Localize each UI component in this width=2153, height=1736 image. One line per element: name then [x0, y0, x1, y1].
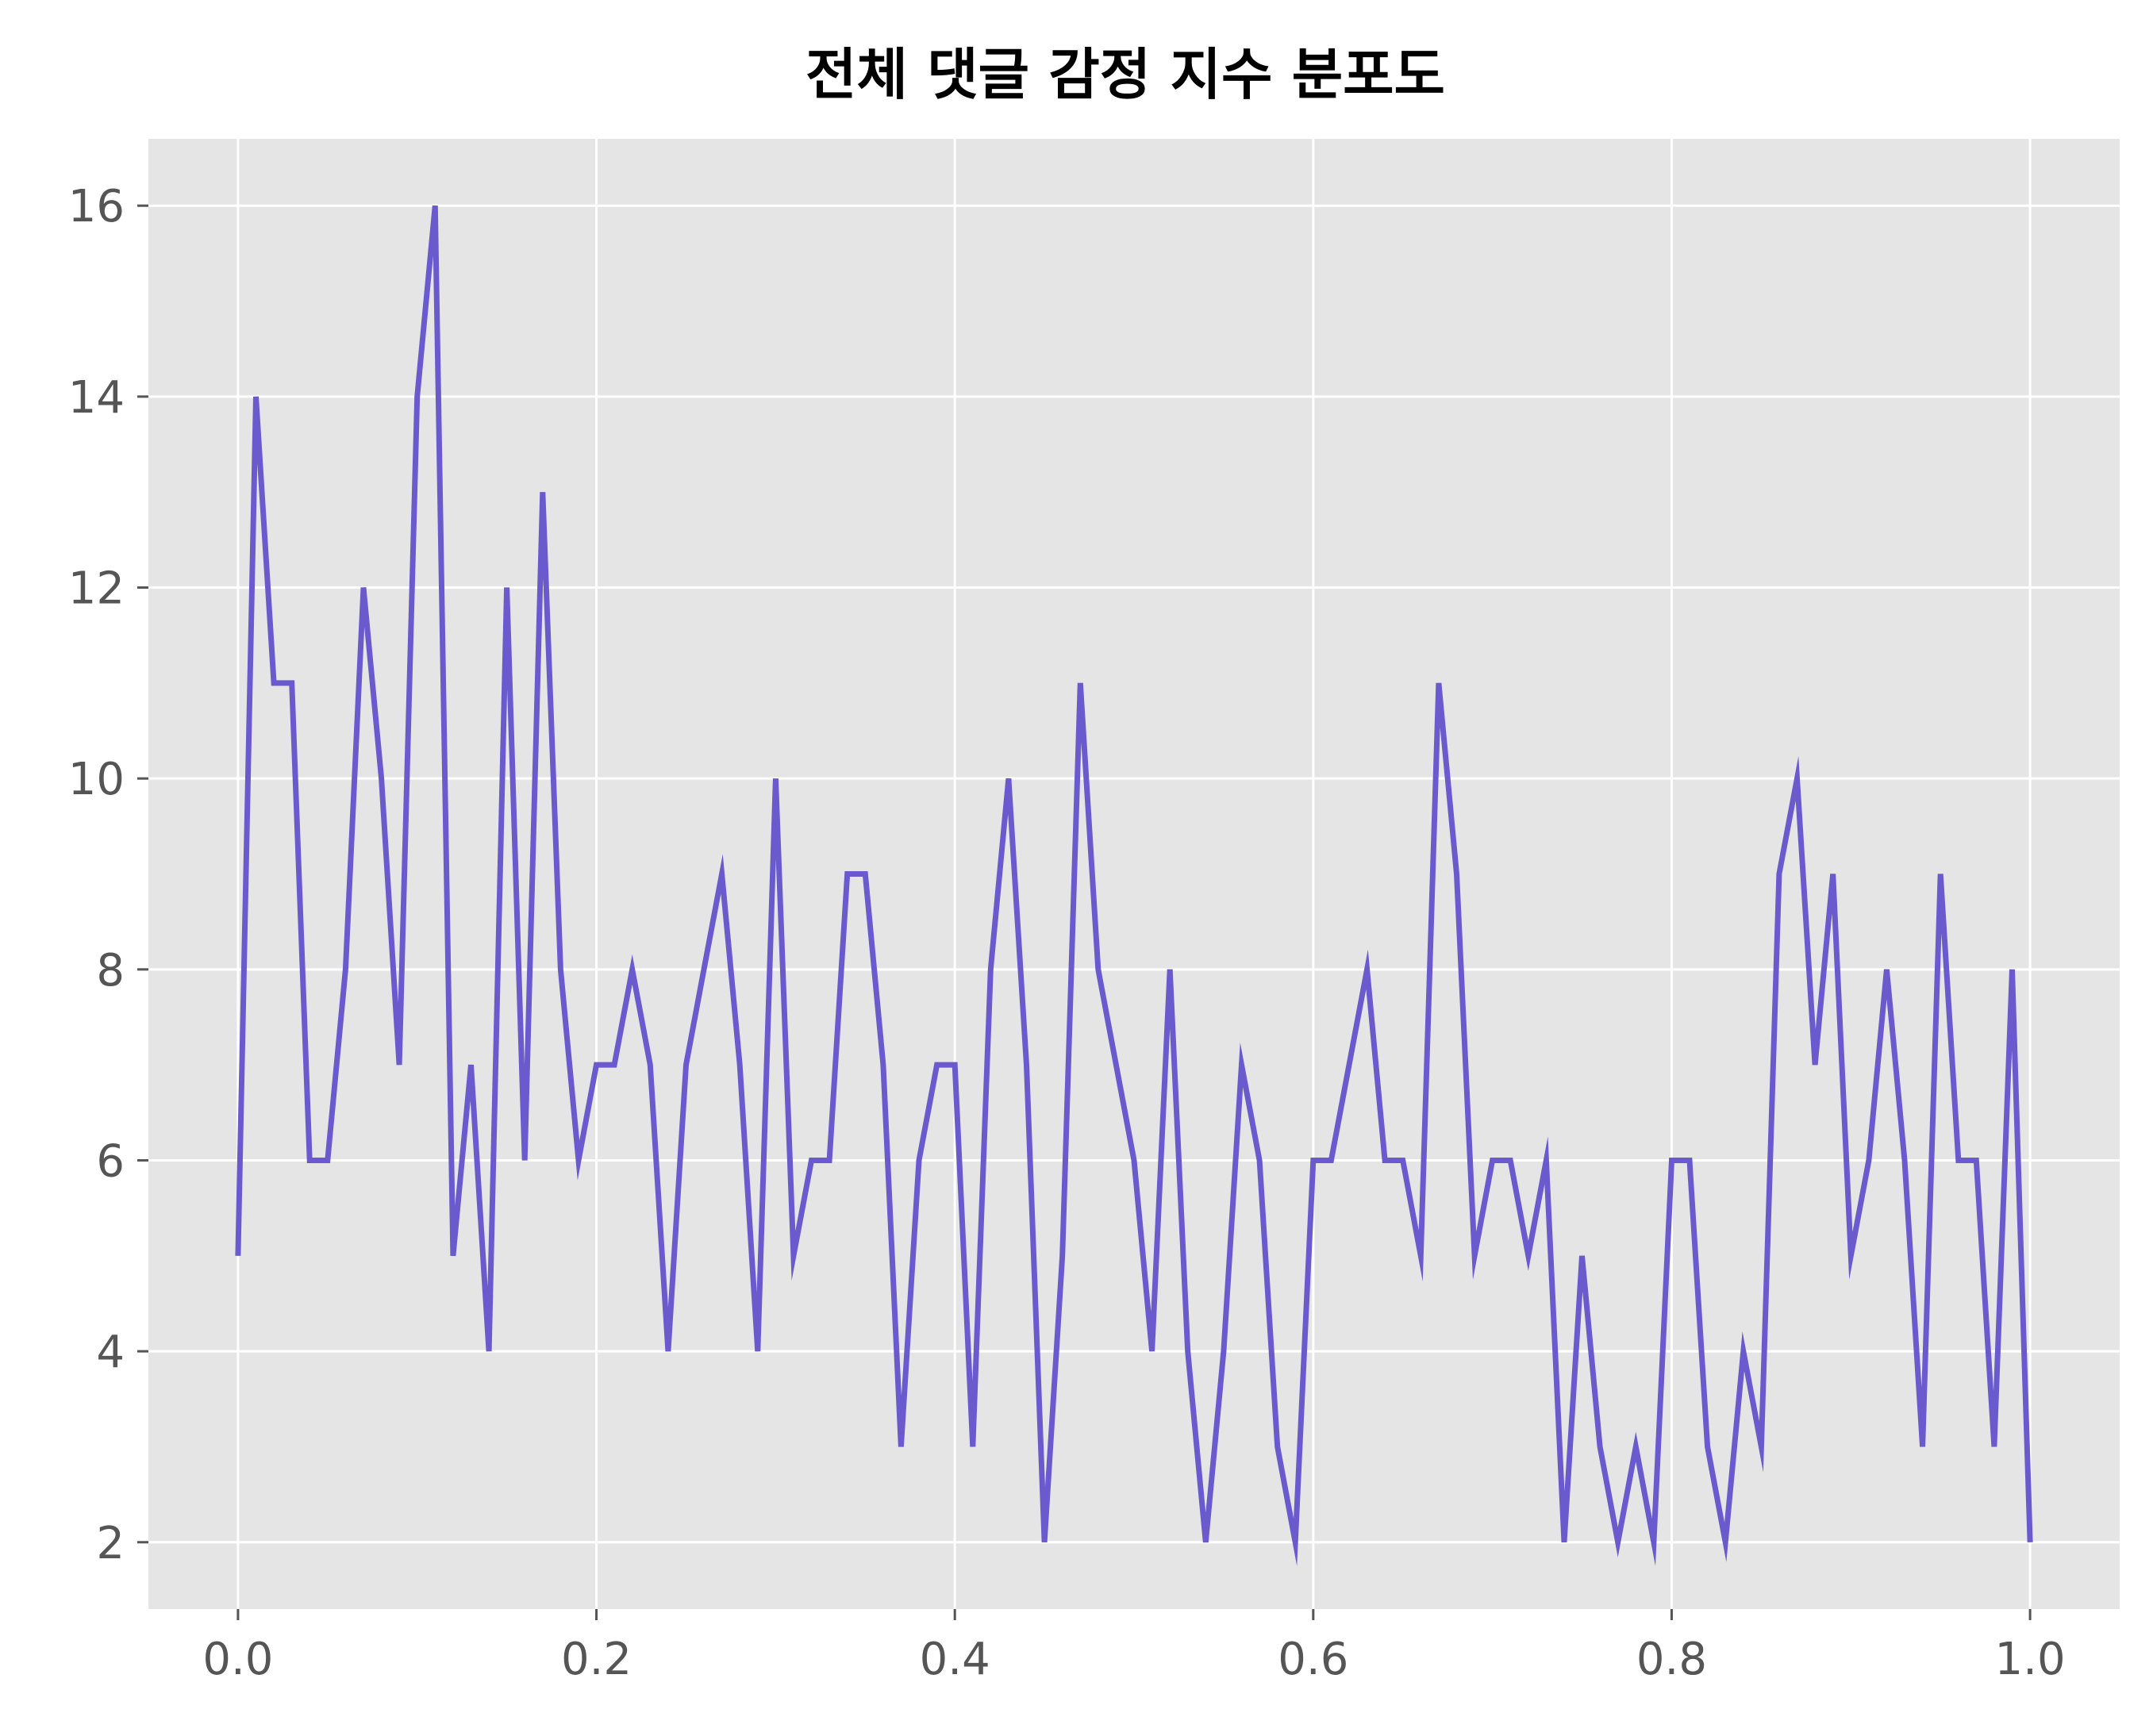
x-tick-label: 0.2 [561, 1634, 632, 1685]
x-tick-label: 0.6 [1278, 1634, 1348, 1685]
x-tick-label: 0.8 [1636, 1634, 1707, 1685]
x-tick-label: 0.0 [202, 1634, 273, 1685]
plot-area [148, 139, 2120, 1609]
y-tick-label: 14 [68, 372, 125, 424]
y-tick-label: 6 [96, 1135, 125, 1187]
series-layer [235, 205, 2033, 1567]
chart-title: 전체 댓글 감정 지수 분포도 [805, 42, 1445, 107]
y-tick-label: 16 [68, 181, 125, 232]
series-line [235, 205, 2033, 1567]
y-tick-label: 10 [68, 754, 125, 805]
y-tick-label: 2 [96, 1518, 125, 1569]
y-tick-label: 8 [96, 945, 125, 997]
y-tick-label: 12 [68, 563, 125, 615]
x-tick-label: 1.0 [1995, 1634, 2066, 1685]
y-tick-label: 4 [96, 1327, 125, 1378]
axes: 0.0 0.2 0.4 0.6 0.8 1.0 2 4 6 8 10 12 14 16 [68, 181, 2066, 1685]
x-tick-label: 0.4 [920, 1634, 990, 1685]
